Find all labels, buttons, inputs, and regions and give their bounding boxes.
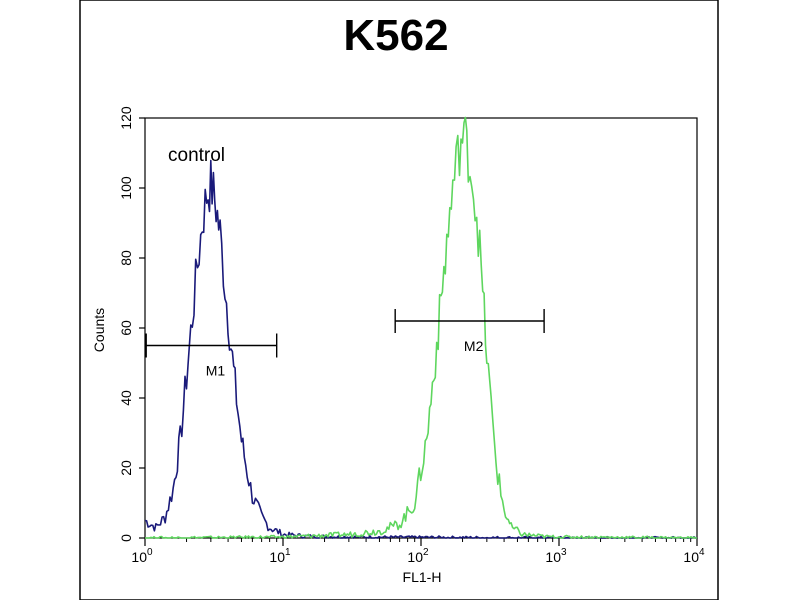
series-layer [144,116,697,539]
y-tick-label: 40 [118,390,134,406]
x-tick-label: 102 [407,547,429,565]
y-tick-label: 0 [118,534,134,542]
series-line-0 [144,159,697,539]
y-tick-label: 100 [118,176,134,200]
y-axis-ticks: 0 20 40 60 80 100 120 [118,106,145,542]
marker-label: M1 [206,363,226,379]
figure-frame [79,0,719,600]
y-tick-label: 60 [118,320,134,336]
marker-layer: M1 M2 [145,309,545,379]
x-axis-ticks: 100 101 102 103 104 [131,538,705,565]
control-annotation: control [168,145,225,166]
x-tick-label: 100 [131,547,153,565]
x-tick-label: 103 [545,547,567,565]
y-tick-label: 80 [118,250,134,266]
y-tick-label: 120 [118,106,134,130]
y-axis-label: Counts [91,308,107,352]
x-axis-label: FL1-H [403,569,442,585]
series-line-1 [145,116,697,539]
chart-title: K562 [343,11,448,60]
y-tick-label: 20 [118,460,134,476]
x-tick-label: 104 [683,547,705,565]
x-tick-label: 101 [269,547,291,565]
marker-label: M2 [464,338,484,354]
